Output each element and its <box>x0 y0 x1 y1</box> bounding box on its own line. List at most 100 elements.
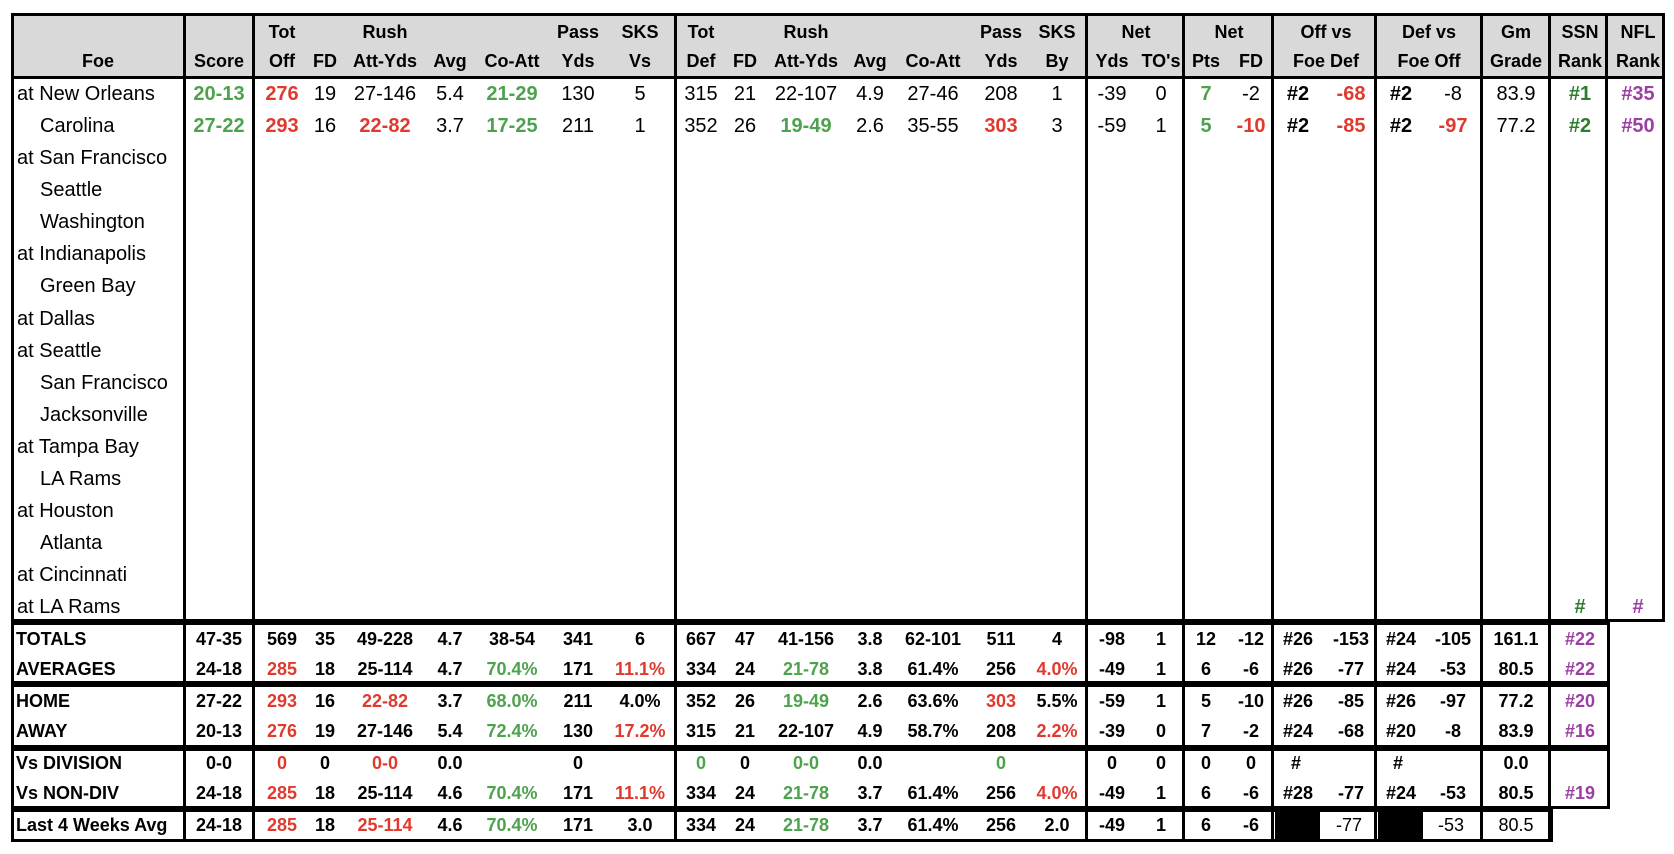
table-cell: -2 <box>1242 83 1260 105</box>
table-cell: 62-101 <box>904 629 962 649</box>
header-top-label: Def vs <box>1401 22 1457 42</box>
header-column-label: Foe Off <box>1397 51 1461 71</box>
column-divider <box>252 13 255 842</box>
game-row-foe: Atlanta <box>40 532 103 554</box>
table-cell: 77.2 <box>1498 691 1534 711</box>
header-column-label: By <box>1045 51 1069 71</box>
header-column-label: Rank <box>1615 51 1661 71</box>
header-top-label: Rush <box>783 22 829 42</box>
table-cell: 211 <box>563 691 593 711</box>
header-top-label: Net <box>1121 22 1151 42</box>
table-cell: 1 <box>1155 629 1167 649</box>
table-cell: 315 <box>684 83 718 105</box>
table-cell: 171 <box>562 783 594 803</box>
table-cell: 26 <box>733 115 757 137</box>
table-cell: 70.4% <box>486 659 538 679</box>
summary-row-label: Vs NON-DIV <box>16 783 120 803</box>
table-cell: 5.4 <box>436 83 464 105</box>
table-cell: 5 <box>1200 115 1212 137</box>
table-cell: -39 <box>1098 721 1126 741</box>
table-cell: -10 <box>1236 115 1266 137</box>
table-section-border <box>11 622 1610 684</box>
table-cell: 256 <box>985 783 1017 803</box>
header-top-label: Tot <box>687 22 715 42</box>
table-cell: -85 <box>1336 115 1366 137</box>
column-divider <box>674 13 677 842</box>
table-cell: -6 <box>1242 783 1260 803</box>
table-cell: 3.7 <box>857 783 883 803</box>
table-cell: 352 <box>684 115 718 137</box>
table-cell: 11.1% <box>614 659 666 679</box>
table-cell: 24-18 <box>195 783 243 803</box>
table-cell: #26 <box>1282 629 1314 649</box>
table-cell: 5 <box>634 83 646 105</box>
table-cell: 25-114 <box>357 659 413 679</box>
table-cell: 285 <box>266 815 298 835</box>
table-cell: 0 <box>1245 753 1257 773</box>
table-cell: 130 <box>562 721 594 741</box>
table-cell: -97 <box>1439 691 1467 711</box>
table-cell: 6 <box>634 629 646 649</box>
summary-row-label: Vs DIVISION <box>16 753 123 773</box>
table-cell: 0.0 <box>1503 753 1529 773</box>
header-column-label: Yds <box>1095 51 1129 71</box>
table-cell: 61.4% <box>907 659 959 679</box>
column-divider <box>1085 13 1088 842</box>
table-cell: -77 <box>1337 783 1365 803</box>
table-cell: 47 <box>734 629 756 649</box>
table-cell: #2 <box>1389 115 1413 137</box>
header-column-label: Vs <box>628 51 652 71</box>
table-cell: 61.4% <box>907 783 959 803</box>
table-cell: -77 <box>1337 659 1365 679</box>
table-cell: 5.4 <box>437 721 463 741</box>
game-row-foe: at Seattle <box>17 340 102 362</box>
table-cell: #24 <box>1385 659 1417 679</box>
summary-row-label: AVERAGES <box>16 659 116 679</box>
summary-row-label: TOTALS <box>16 629 87 649</box>
table-cell: 569 <box>266 629 298 649</box>
header-column-label: FD <box>313 51 337 71</box>
table-cell: -6 <box>1242 815 1260 835</box>
table-cell: -10 <box>1237 691 1265 711</box>
table-cell: 63.6% <box>907 691 959 711</box>
table-cell: 0 <box>319 753 331 773</box>
table-cell: 38-54 <box>488 629 536 649</box>
table-cell: -77 <box>1335 815 1363 835</box>
header-column-label: FD <box>733 51 757 71</box>
summary-row-label: AWAY <box>16 721 68 741</box>
header-column-label: Att-Yds <box>353 51 417 71</box>
table-cell: 3.7 <box>857 815 883 835</box>
table-cell: 1 <box>1155 815 1167 835</box>
game-row-foe: at Indianapolis <box>17 243 146 265</box>
table-cell: 293 <box>266 691 298 711</box>
table-cell: -49 <box>1098 783 1126 803</box>
table-section-border <box>11 748 1610 809</box>
table-cell: 4.0% <box>1036 659 1078 679</box>
table-cell: 19 <box>314 721 336 741</box>
table-cell: #50 <box>1621 115 1655 137</box>
table-cell: 16 <box>314 691 336 711</box>
table-cell: 2.2% <box>1036 721 1078 741</box>
table-cell: 12 <box>1195 629 1217 649</box>
game-row-foe: Seattle <box>40 179 103 201</box>
table-cell: 315 <box>685 721 717 741</box>
table-cell: 1 <box>1155 115 1167 137</box>
table-cell: # <box>1392 753 1404 773</box>
column-divider <box>1480 13 1483 842</box>
table-section-border <box>11 13 1665 622</box>
table-cell: 334 <box>685 815 717 835</box>
game-row-foe: Green Bay <box>40 275 136 297</box>
table-cell: #22 <box>1564 629 1596 649</box>
game-row-foe: at Dallas <box>17 308 95 330</box>
table-cell: -68 <box>1337 721 1365 741</box>
column-divider <box>1605 13 1608 622</box>
table-cell: 2.6 <box>857 691 883 711</box>
table-cell: 41-156 <box>777 629 835 649</box>
game-row-foe: LA Rams <box>40 468 122 490</box>
header-background <box>11 13 1665 77</box>
blackout-cell <box>1378 812 1423 840</box>
table-cell: -98 <box>1098 629 1126 649</box>
table-cell: -49 <box>1098 659 1126 679</box>
table-cell: 0 <box>739 753 751 773</box>
table-cell: 27-22 <box>193 115 245 137</box>
